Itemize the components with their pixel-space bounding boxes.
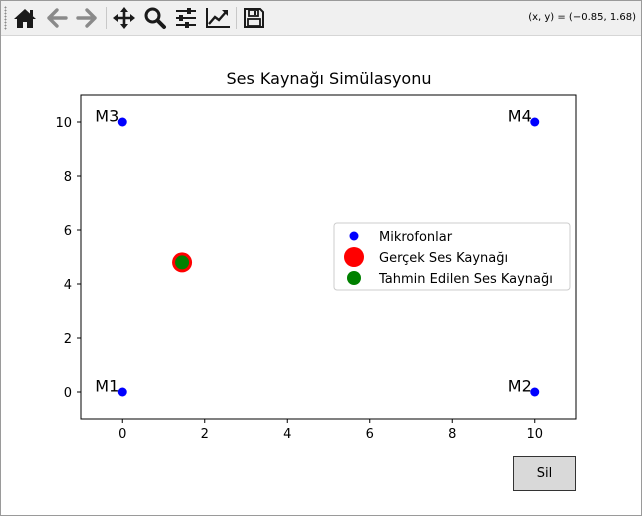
figure-canvas[interactable]: Ses Kaynağı Simülasyonu 0 2 4 6 8 10 0 2 4 6 8 10 M… (1, 36, 641, 515)
toolbar-separator (106, 7, 107, 29)
forward-icon (76, 8, 97, 28)
navigation-toolbar: (x, y) = (−0.85, 1.68) (1, 1, 641, 36)
legend-label: Tahmin Edilen Ses Kaynağı (378, 272, 553, 287)
home-icon (14, 9, 36, 28)
home-button[interactable] (12, 5, 38, 31)
y-tick-label: 2 (64, 332, 72, 347)
chart-title: Ses Kaynağı Simülasyonu (227, 69, 432, 88)
legend-marker (347, 271, 361, 285)
pan-icon (113, 7, 135, 29)
point-label: M2 (508, 377, 532, 396)
x-tick-label: 4 (283, 427, 291, 442)
x-tick-label: 8 (448, 427, 456, 442)
edit-axis-icon (206, 8, 230, 28)
configure-subplots-icon (176, 8, 196, 28)
data-point (117, 117, 127, 127)
x-tick-label: 0 (118, 427, 126, 442)
x-tick-label: 2 (201, 427, 209, 442)
axes: 0 2 4 6 8 10 0 2 4 6 8 10 (55, 94, 577, 442)
data-point (530, 117, 540, 127)
y-tick-label: 10 (55, 116, 72, 131)
x-tick-label: 10 (526, 427, 543, 442)
toolbar-separator (236, 7, 237, 29)
y-tick-label: 0 (64, 386, 72, 401)
forward-button[interactable] (74, 5, 100, 31)
scatter-chart[interactable]: Ses Kaynağı Simülasyonu 0 2 4 6 8 10 0 2 4 6 8 10 M… (1, 36, 641, 515)
y-tick-label: 6 (64, 224, 72, 239)
y-tick-label: 4 (64, 278, 72, 293)
legend: Mikrofonlar Gerçek Ses Kaynağı Tahmin Edil… (333, 222, 571, 291)
save-button[interactable] (241, 5, 267, 31)
pan-button[interactable] (111, 5, 137, 31)
zoom-button[interactable] (142, 5, 168, 31)
data-point (117, 387, 127, 397)
legend-marker (349, 231, 359, 241)
sil-button[interactable]: Sil (513, 456, 576, 491)
toolbar-grip (4, 6, 7, 30)
x-tick-label: 6 (366, 427, 374, 442)
data-point (530, 387, 540, 397)
data-points: M1 M2 M3 M4 (95, 107, 540, 397)
legend-label: Gerçek Ses Kaynağı (379, 251, 508, 266)
back-icon (47, 8, 68, 28)
point-label: M1 (95, 377, 119, 396)
legend-marker (344, 247, 364, 267)
cursor-coordinates: (x, y) = (−0.85, 1.68) (528, 12, 636, 23)
configure-subplots-button[interactable] (173, 5, 199, 31)
legend-box (333, 222, 571, 291)
axes-frame (80, 94, 577, 420)
legend-label: Mikrofonlar (379, 230, 453, 245)
save-icon (244, 8, 264, 28)
edit-axis-button[interactable] (205, 5, 231, 31)
back-button[interactable] (44, 5, 70, 31)
point-label: M3 (95, 107, 119, 126)
zoom-icon (144, 7, 166, 29)
data-point (175, 255, 190, 270)
point-label: M4 (508, 107, 532, 126)
y-tick-label: 8 (64, 170, 72, 185)
